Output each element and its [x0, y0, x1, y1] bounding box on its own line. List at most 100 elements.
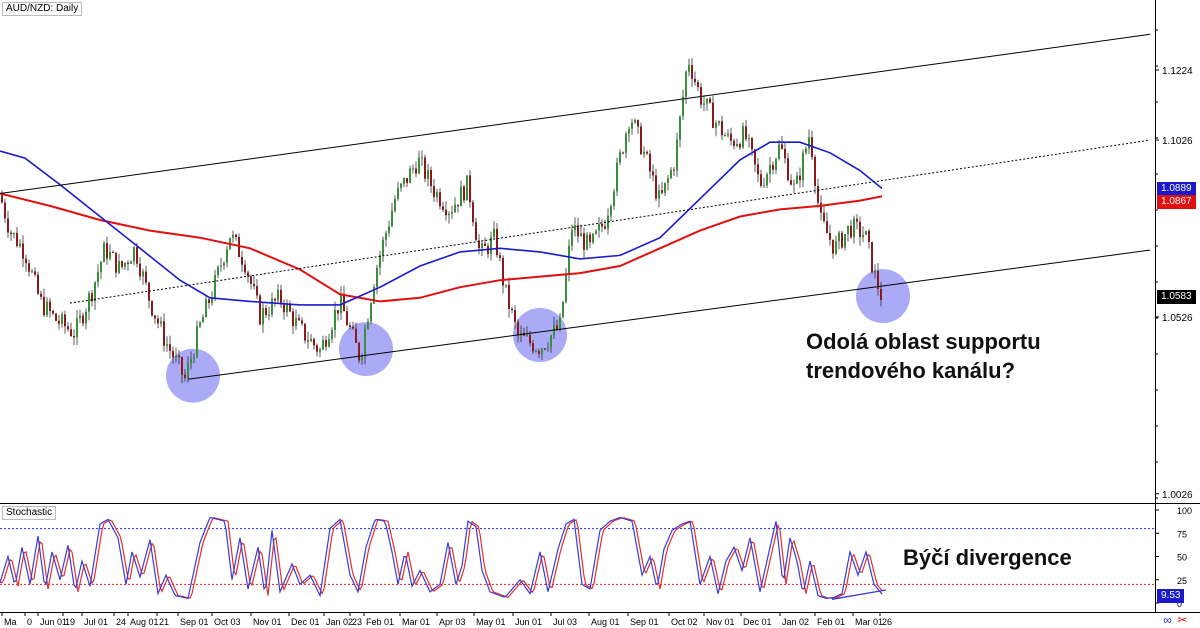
stochastic-plot-area[interactable]	[0, 505, 1155, 612]
support-touch-circle	[513, 308, 567, 362]
time-tick-label: Oct 03	[214, 617, 241, 627]
main-chart-layer	[0, 33, 1151, 403]
candle-body	[478, 240, 480, 249]
candle-body	[112, 252, 114, 253]
candle-body	[49, 301, 51, 311]
candle-body	[742, 126, 744, 148]
candle-body	[94, 282, 96, 302]
scissors-icon[interactable]: ✂	[1177, 613, 1188, 627]
candle-body	[289, 303, 291, 312]
candle-body	[766, 174, 768, 186]
candle-body	[643, 151, 645, 155]
candle-body	[763, 185, 765, 187]
candle-body	[433, 186, 435, 197]
candle-body	[700, 87, 702, 105]
candle-body	[154, 315, 156, 319]
candle-body	[175, 355, 177, 358]
candle-body	[721, 121, 723, 136]
candle-body	[262, 308, 264, 325]
candle-body	[817, 186, 819, 203]
candle-body	[571, 230, 573, 246]
candle-body	[364, 329, 366, 357]
price-tick-label: 1.1224	[1162, 66, 1193, 77]
candle-body	[736, 144, 738, 146]
stochastic-tick-label: 0	[1177, 599, 1182, 609]
candle-body	[253, 283, 255, 287]
candle-body	[223, 262, 225, 266]
candle-body	[832, 239, 834, 254]
candle-body	[442, 206, 444, 210]
candle-body	[409, 168, 411, 183]
candle-body	[412, 168, 414, 170]
candle-body	[772, 164, 774, 170]
candle-body	[250, 276, 252, 284]
candle-body	[463, 186, 465, 201]
candle-body	[499, 255, 501, 258]
candle-body	[283, 302, 285, 313]
candle-body	[694, 78, 696, 83]
candle-body	[484, 243, 486, 246]
candle-body	[217, 266, 219, 276]
candle-body	[319, 349, 321, 352]
candle-body	[697, 82, 699, 88]
candle-body	[562, 301, 564, 318]
annotation-divergence: Býčí divergence	[903, 545, 1072, 570]
candle-body	[346, 311, 348, 326]
candle-body	[64, 314, 66, 327]
candle-body	[4, 202, 6, 219]
ma-slow-price-tag: 1.0867	[1157, 195, 1196, 209]
candle-body	[244, 264, 246, 273]
candle-body	[715, 123, 717, 128]
candle-body	[439, 192, 441, 207]
candle-body	[814, 156, 816, 186]
candle-body	[460, 186, 462, 207]
candle-body	[157, 318, 159, 324]
candle-body	[181, 357, 183, 375]
candle-body	[577, 225, 579, 237]
candle-body	[373, 287, 375, 304]
candle-body	[376, 267, 378, 287]
time-tick-label: Mar 01	[402, 617, 430, 627]
candle-body	[421, 157, 423, 159]
candle-body	[784, 148, 786, 159]
candle-body	[370, 303, 372, 322]
candle-body	[703, 103, 705, 105]
candle-body	[481, 243, 483, 249]
candle-body	[568, 245, 570, 274]
candle-body	[739, 144, 741, 148]
main-plot-area[interactable]	[0, 0, 1155, 503]
candlesticks	[1, 58, 882, 384]
candle-body	[139, 263, 141, 277]
candle-body	[859, 221, 861, 237]
stochastic-layer	[0, 516, 1155, 600]
candle-body	[67, 326, 69, 330]
price-tick-label: 1.1026	[1162, 136, 1193, 147]
candle-body	[241, 257, 243, 265]
candle-body	[586, 234, 588, 250]
candle-body	[655, 175, 657, 199]
candle-body	[406, 178, 408, 184]
candle-body	[637, 120, 639, 127]
candle-body	[472, 202, 474, 223]
link-icon[interactable]: ∞	[1163, 613, 1172, 627]
time-tick-label: Sep 01	[180, 617, 209, 627]
candle-body	[85, 311, 87, 324]
candle-body	[352, 326, 354, 329]
candle-body	[718, 121, 720, 123]
candle-body	[277, 289, 279, 301]
annotation-support-line-2: trendového kanálu?	[806, 358, 1016, 383]
candle-body	[628, 128, 630, 134]
candle-body	[685, 71, 687, 97]
candle-body	[445, 209, 447, 216]
candle-body	[169, 344, 171, 351]
candle-body	[34, 271, 36, 275]
candle-body	[598, 224, 600, 231]
candle-body	[199, 322, 201, 327]
candle-body	[130, 261, 132, 264]
price-tick-label: 1.0526	[1162, 313, 1193, 324]
support-touch-circle	[856, 269, 910, 324]
toolbar-icons: ∞ ✂	[1160, 613, 1198, 627]
candle-body	[595, 230, 597, 234]
candle-body	[259, 295, 261, 325]
candle-body	[526, 335, 528, 336]
